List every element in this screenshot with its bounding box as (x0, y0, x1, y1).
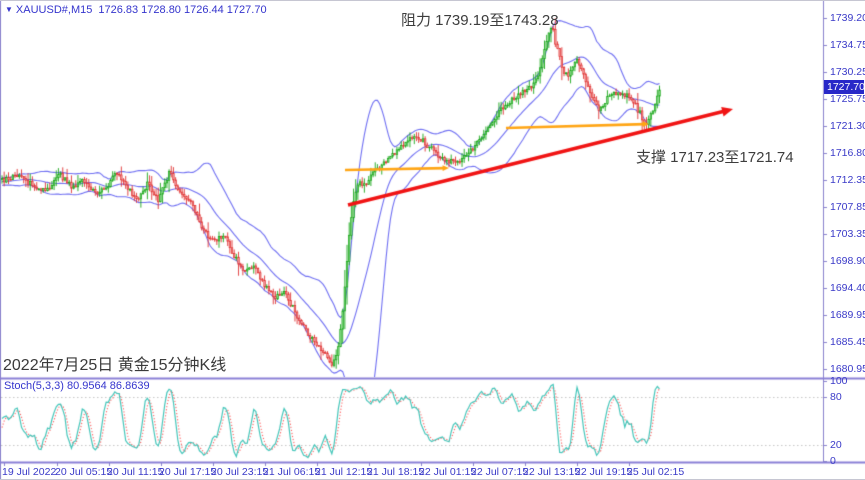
stoch-axis-label: 100 (830, 375, 848, 387)
support-annotation: 支撑 1717.23至1721.74 (636, 149, 794, 166)
chart-caption: 2022年7月25日 黄金15分钟K线 (3, 357, 227, 374)
time-axis-label: 20 Jul 05:15 (55, 466, 113, 478)
time-axis-label: 21 Jul 12:15 (315, 466, 373, 478)
symbol-quotes: 1726.83 1728.80 1726.44 1727.70 (98, 4, 267, 16)
price-axis-label: 1698.90 (830, 255, 865, 267)
time-axis-label: 25 Jul 02:15 (627, 466, 685, 478)
time-axis-label: 22 Jul 01:15 (419, 466, 477, 478)
price-axis-label: 1739.20 (830, 12, 865, 24)
time-axis-label: 20 Jul 11:15 (107, 466, 164, 478)
price-axis-label: 1680.95 (830, 363, 865, 375)
price-axis-label: 1730.25 (830, 66, 865, 78)
price-axis-label: 1712.35 (830, 174, 865, 186)
time-axis-label: 21 Jul 06:15 (263, 466, 321, 478)
time-axis-label: 21 Jul 18:15 (367, 466, 425, 478)
symbol-dropdown-icon[interactable]: ▼ (5, 5, 13, 14)
time-axis-label: 19 Jul 2022 (2, 466, 57, 478)
stoch-axis-label: 80 (830, 391, 842, 403)
stoch-axis-label: 0 (830, 455, 836, 467)
stoch-axis-label: 20 (830, 439, 842, 451)
price-axis-label: 1716.80 (830, 147, 865, 159)
price-axis-label: 1689.95 (830, 309, 865, 321)
price-axis-label: 1703.35 (830, 228, 865, 240)
stoch-indicator-label: Stoch(5,3,3) 80.9564 86.8639 (4, 380, 150, 392)
current-price-tag: 1727.70 (824, 80, 865, 94)
price-axis-label: 1685.45 (830, 336, 865, 348)
symbol-name: XAUUSD#,M15 (15, 4, 93, 16)
time-axis-label: 22 Jul 13:15 (523, 466, 581, 478)
symbol-info: ▼ XAUUSD#,M15 1726.83 1728.80 1726.44 1727… (5, 4, 267, 16)
price-axis-label: 1721.30 (830, 120, 865, 132)
price-axis-label: 1734.75 (830, 39, 865, 51)
time-axis-label: 22 Jul 19:15 (575, 466, 633, 478)
resistance-annotation: 阻力 1739.19至1743.28 (401, 12, 559, 29)
time-axis-label: 20 Jul 17:15 (159, 466, 217, 478)
price-axis-label: 1707.85 (830, 201, 865, 213)
time-axis-label: 20 Jul 23:15 (211, 466, 269, 478)
price-axis-label: 1694.40 (830, 282, 865, 294)
time-axis-label: 22 Jul 07:15 (471, 466, 529, 478)
price-axis-label: 1725.75 (830, 93, 865, 105)
